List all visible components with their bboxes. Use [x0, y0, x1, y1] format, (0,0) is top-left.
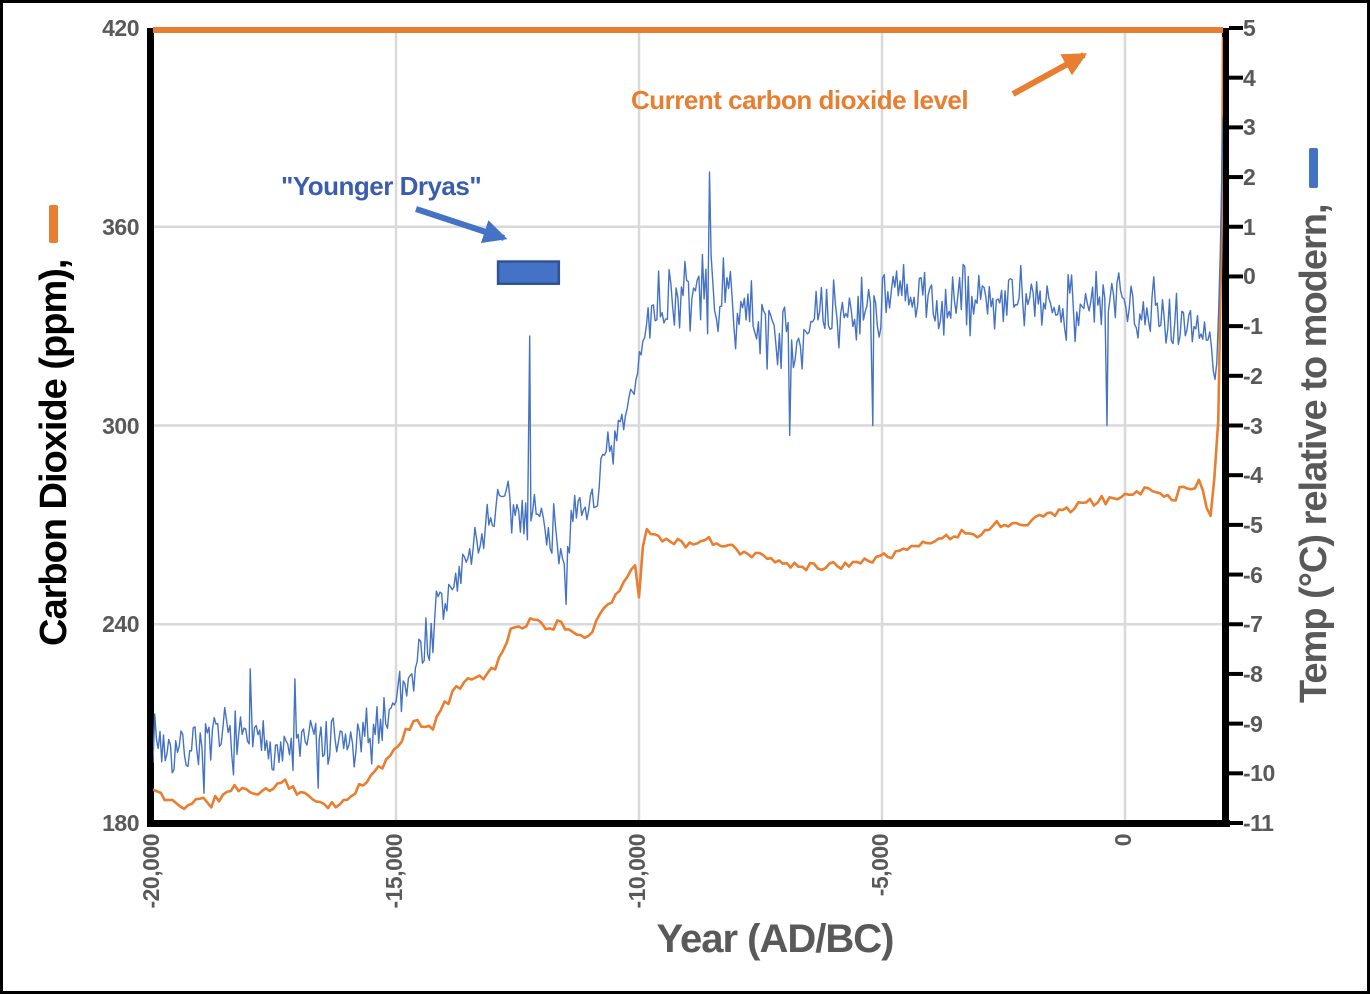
gridlines	[153, 28, 1223, 823]
right-axis-tick-mark	[1229, 423, 1243, 428]
right-axis-tick-mark	[1229, 473, 1243, 478]
axes	[147, 26, 1243, 827]
left-axis-title: Carbon Dioxide (ppm),	[33, 28, 76, 823]
right-axis-title: Temp (°C) relative to modern,	[1293, 28, 1336, 823]
co2-series-legend-dash-icon	[49, 205, 59, 244]
right-axis-tick-mark	[1229, 721, 1243, 726]
data-series-layer	[153, 27, 1223, 811]
right-axis-tick-label: 3	[1243, 114, 1256, 141]
younger-dryas-arrow-icon	[415, 206, 508, 244]
right-axis-tick-mark	[1229, 324, 1243, 329]
x-axis-tick-label: -5,000	[867, 834, 893, 897]
left-axis-title-text: Carbon Dioxide (ppm),	[33, 259, 75, 646]
current-co2-arrow-icon	[1011, 52, 1088, 97]
right-axis-tick-mark	[1229, 175, 1243, 180]
right-axis-tick-label: -11	[1243, 810, 1274, 836]
series-co2-line	[153, 36, 1223, 811]
x-axis-tick-label: 0	[1110, 834, 1137, 847]
right-axis-tick-label: -9	[1243, 710, 1263, 737]
right-axis-tick-label: -8	[1243, 660, 1263, 687]
right-axis-tick-label: -3	[1243, 412, 1263, 439]
temp-series-legend-dash-icon	[1309, 148, 1319, 189]
right-axis-tick-label: -6	[1243, 561, 1263, 588]
left-axis-tick-label: 300	[102, 412, 139, 439]
left-axis-tick-label: 180	[102, 810, 139, 836]
right-axis-tick-mark	[1229, 522, 1243, 527]
right-axis-tick-label: -4	[1243, 462, 1263, 489]
left-axis-tick-label: 360	[102, 213, 139, 240]
right-axis-tick-mark	[1229, 75, 1243, 80]
younger-dryas-period-box	[496, 260, 561, 285]
left-axis-tick-label: 240	[102, 611, 139, 638]
right-axis-tick-mark	[1229, 572, 1243, 577]
right-axis-tick-label: 2	[1243, 164, 1256, 191]
right-axis-line	[1222, 28, 1229, 826]
right-axis-tick-mark	[1229, 622, 1243, 627]
right-axis-tick-mark	[1229, 125, 1243, 130]
younger-dryas-annotation-label: "Younger Dryas"	[281, 171, 482, 201]
right-axis-tick-mark	[1229, 671, 1243, 676]
right-axis-tick-label: 5	[1243, 15, 1256, 41]
series-temperature-line	[153, 116, 1223, 794]
right-axis-tick-mark	[1229, 771, 1243, 776]
right-axis-tick-label: 1	[1243, 213, 1256, 240]
right-axis-tick-label: -7	[1243, 611, 1263, 638]
right-axis-tick-label: 4	[1243, 64, 1256, 91]
right-axis-tick-label: -1	[1243, 313, 1263, 340]
right-axis-tick-mark	[1229, 274, 1243, 279]
right-axis-tick-label: -2	[1243, 362, 1263, 389]
bottom-axis-line	[147, 820, 1230, 827]
x-axis-tick-label: -15,000	[381, 834, 407, 909]
right-axis-tick-mark	[1229, 373, 1243, 378]
left-axis-line	[147, 28, 154, 826]
x-axis-tick-label: -20,000	[138, 834, 164, 909]
x-axis-title: Year (AD/BC)	[656, 917, 895, 961]
chart-canvas	[147, 26, 1243, 827]
x-axis-tick-label: -10,000	[624, 834, 650, 909]
right-axis-tick-label: 0	[1243, 263, 1256, 290]
right-axis-tick-mark	[1229, 26, 1243, 30]
current-co2-annotation-label: Current carbon dioxide level	[631, 85, 969, 115]
right-axis-tick-label: -5	[1243, 511, 1263, 538]
left-axis-tick-label: 420	[102, 15, 139, 41]
right-axis-tick-mark	[1229, 224, 1243, 229]
right-axis-title-text: Temp (°C) relative to modern,	[1293, 204, 1335, 703]
right-axis-tick-mark	[1229, 821, 1243, 825]
right-axis-tick-label: -10	[1243, 760, 1275, 787]
